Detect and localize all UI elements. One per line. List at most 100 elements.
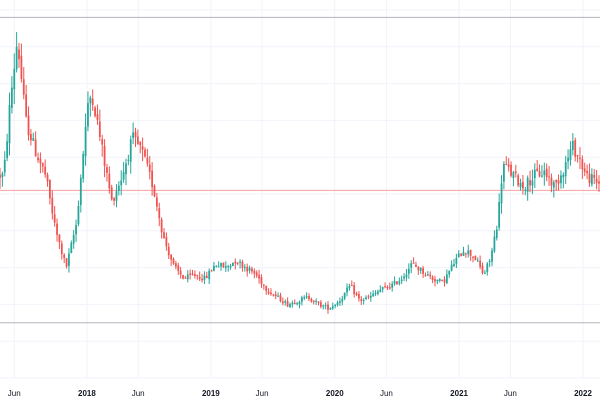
candle-body bbox=[571, 140, 574, 150]
candle-body bbox=[141, 146, 144, 150]
candle-body bbox=[241, 261, 244, 268]
candle-body bbox=[293, 302, 296, 305]
candle-body bbox=[405, 274, 408, 278]
candle-body bbox=[464, 253, 467, 255]
candle-body bbox=[255, 272, 258, 276]
candle-body bbox=[53, 214, 56, 223]
candle-body bbox=[158, 208, 161, 219]
candle-body bbox=[583, 168, 586, 172]
candle-body bbox=[22, 79, 25, 95]
candle-body bbox=[334, 305, 337, 307]
candle-body bbox=[505, 164, 508, 166]
candle-body bbox=[132, 132, 135, 139]
candle-body bbox=[469, 249, 472, 256]
candle-body bbox=[564, 162, 567, 177]
candle-body bbox=[65, 258, 68, 267]
candle-body bbox=[400, 279, 403, 281]
candle-body bbox=[441, 279, 444, 281]
candle-body bbox=[136, 136, 139, 144]
candle-body bbox=[429, 274, 432, 277]
candle-body bbox=[224, 266, 227, 269]
candle-body bbox=[533, 169, 536, 179]
candle-body bbox=[117, 185, 120, 191]
candle-body bbox=[562, 174, 565, 178]
candle-body bbox=[229, 265, 232, 268]
candle-body bbox=[286, 301, 289, 307]
candle-body bbox=[79, 177, 82, 206]
candle-body bbox=[343, 292, 346, 299]
candle-body bbox=[39, 158, 42, 164]
candle-body bbox=[569, 149, 572, 161]
candle-body bbox=[205, 275, 208, 278]
candle-body bbox=[543, 170, 546, 176]
candle-body bbox=[426, 274, 429, 276]
candle-body bbox=[360, 299, 363, 301]
candle-body bbox=[598, 181, 600, 184]
candle-body bbox=[493, 236, 496, 252]
candle-body bbox=[167, 246, 170, 256]
candle-body bbox=[303, 297, 306, 299]
candle-body bbox=[194, 274, 196, 276]
candle-body bbox=[367, 296, 370, 298]
candle-body bbox=[91, 98, 94, 105]
candle-body bbox=[541, 175, 543, 177]
candle-body bbox=[184, 277, 187, 279]
candle-body bbox=[60, 243, 63, 255]
candle-body bbox=[27, 115, 30, 136]
candle-body bbox=[277, 295, 279, 297]
candle-body bbox=[246, 266, 249, 272]
candle-body bbox=[177, 265, 180, 271]
candle-body bbox=[248, 267, 251, 271]
candle-body bbox=[341, 298, 344, 302]
candle-body bbox=[29, 134, 32, 141]
x-tick-label: Jun bbox=[380, 389, 393, 398]
candle-body bbox=[41, 162, 44, 167]
candle-body bbox=[274, 294, 277, 297]
candle-body bbox=[305, 296, 308, 298]
candle-body bbox=[120, 180, 123, 186]
candle-body bbox=[476, 260, 479, 262]
candle-body bbox=[96, 114, 99, 121]
candle-body bbox=[310, 298, 313, 302]
candle-body bbox=[215, 265, 218, 267]
candle-body bbox=[129, 139, 132, 162]
candle-body bbox=[481, 265, 484, 273]
candle-body bbox=[0, 174, 1, 178]
x-tick-label: Jun bbox=[256, 389, 269, 398]
candle-body bbox=[443, 279, 446, 283]
candle-body bbox=[588, 173, 591, 184]
candle-body bbox=[125, 163, 127, 175]
candle-body bbox=[552, 182, 555, 188]
candle-body bbox=[336, 302, 339, 305]
candle-body bbox=[384, 286, 386, 288]
candle-body bbox=[134, 131, 137, 138]
candle-body bbox=[369, 295, 372, 298]
candle-body bbox=[526, 177, 529, 192]
candle-body bbox=[58, 234, 61, 243]
candle-body bbox=[514, 171, 517, 174]
candle-body bbox=[208, 270, 211, 280]
x-tick-label: 2021 bbox=[450, 389, 468, 398]
candle-body bbox=[346, 287, 348, 293]
candle-body bbox=[574, 140, 577, 157]
candle-body bbox=[186, 274, 189, 280]
candle-body bbox=[210, 270, 213, 272]
x-axis: Jun 2018 Jun 2019 Jun 2020 Jun 2021 Jun 2022 bbox=[8, 389, 593, 398]
candle-body bbox=[512, 172, 515, 178]
candle-body bbox=[331, 306, 334, 309]
candle-body bbox=[329, 308, 332, 310]
candle-body bbox=[49, 179, 51, 199]
candle-body bbox=[377, 291, 379, 294]
candle-body bbox=[98, 121, 101, 137]
candle-body bbox=[381, 287, 384, 290]
candle-body bbox=[72, 234, 75, 244]
candle-body bbox=[84, 126, 87, 157]
candle-body bbox=[498, 202, 501, 228]
candle-body bbox=[455, 258, 458, 264]
candle-body bbox=[139, 141, 142, 146]
candle-body bbox=[396, 281, 398, 285]
candle-body bbox=[317, 301, 320, 303]
candle-body bbox=[567, 157, 569, 162]
candle-body bbox=[300, 297, 303, 302]
